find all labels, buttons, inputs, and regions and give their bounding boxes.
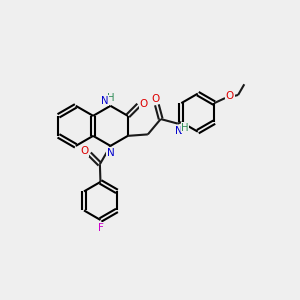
- Text: O: O: [80, 146, 88, 157]
- Text: N: N: [175, 126, 183, 136]
- Text: O: O: [151, 94, 159, 104]
- Text: H: H: [107, 93, 115, 103]
- Text: H: H: [181, 123, 189, 133]
- Text: O: O: [139, 99, 148, 109]
- Text: F: F: [98, 223, 103, 232]
- Text: N: N: [101, 95, 109, 106]
- Text: O: O: [226, 92, 234, 101]
- Text: N: N: [106, 148, 114, 158]
